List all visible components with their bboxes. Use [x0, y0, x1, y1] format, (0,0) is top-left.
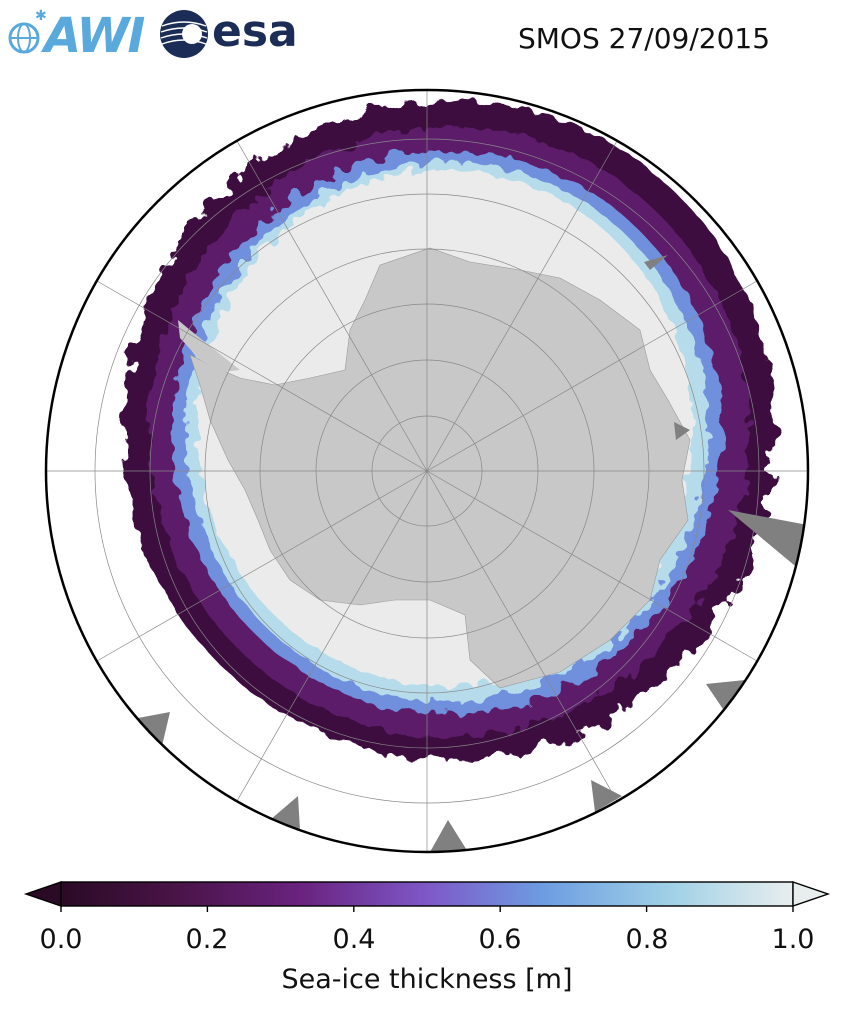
- colorbar-extend-high: [792, 881, 831, 907]
- colorbar-gradient: [60, 881, 794, 907]
- graticule-meridians: [46, 90, 808, 852]
- colorbar-ticks: [60, 906, 794, 912]
- svg-text:✱: ✱: [35, 8, 46, 24]
- colorbar-tick-label: 0.8: [625, 924, 669, 955]
- antarctic-peninsula: [178, 320, 240, 372]
- sea-ice-map: [44, 88, 810, 854]
- no-data-wedges: [138, 255, 808, 852]
- esa-logo-text: esa: [212, 6, 298, 57]
- map-boundary: [44, 88, 810, 854]
- colorbar-label: Sea-ice thickness [m]: [281, 964, 573, 995]
- globe-icon: ✱: [8, 8, 46, 54]
- awi-logo-text: AWI: [44, 8, 145, 64]
- colorbar-extend-low: [23, 881, 62, 907]
- colorbar-tick-label: 0.6: [478, 924, 522, 955]
- colorbar-tick-label: 0.4: [332, 924, 376, 955]
- antarctica-land: [189, 247, 691, 689]
- graticule-parallels: [94, 138, 760, 804]
- map-title: SMOS 27/09/2015: [518, 22, 771, 55]
- esa-emblem-icon: [160, 10, 208, 58]
- colorbar: [23, 881, 831, 912]
- colorbar-tick-label: 1.0: [771, 924, 815, 955]
- esa-logo: [158, 8, 214, 64]
- awi-logo: ✱: [6, 6, 146, 64]
- colorbar-tick-label: 0.2: [185, 924, 229, 955]
- colorbar-tick-label: 0.0: [39, 924, 83, 955]
